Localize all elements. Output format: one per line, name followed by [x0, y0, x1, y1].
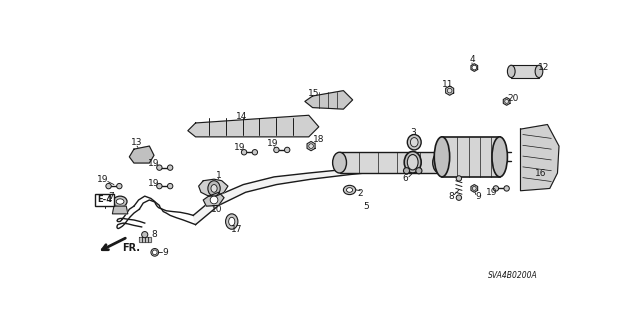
Circle shape [456, 176, 461, 181]
Text: 19: 19 [267, 139, 278, 148]
Ellipse shape [407, 154, 418, 170]
Text: SVA4B0200A: SVA4B0200A [488, 271, 538, 280]
Circle shape [168, 165, 173, 170]
Polygon shape [307, 141, 315, 151]
Text: 8: 8 [449, 192, 454, 201]
Polygon shape [141, 237, 145, 241]
Circle shape [151, 249, 159, 256]
Circle shape [157, 183, 162, 189]
Ellipse shape [211, 185, 217, 192]
Ellipse shape [116, 199, 124, 204]
Bar [442, 137, 500, 177]
Circle shape [447, 88, 452, 93]
Text: FR.: FR. [122, 243, 140, 253]
Polygon shape [139, 237, 141, 241]
Ellipse shape [407, 135, 421, 150]
Text: E-4: E-4 [97, 196, 112, 204]
Polygon shape [188, 115, 319, 137]
Polygon shape [145, 237, 148, 241]
Text: 7: 7 [108, 192, 114, 201]
Bar [340, 152, 440, 173]
Ellipse shape [492, 137, 508, 177]
Circle shape [241, 150, 247, 155]
Text: 9: 9 [476, 192, 481, 201]
Polygon shape [204, 192, 224, 206]
Text: 18: 18 [313, 136, 324, 145]
Polygon shape [503, 98, 510, 105]
Circle shape [168, 183, 173, 189]
Ellipse shape [508, 65, 515, 78]
Text: 20: 20 [507, 94, 518, 103]
Text: 11: 11 [442, 80, 454, 89]
Circle shape [472, 187, 476, 190]
Text: 9: 9 [162, 248, 168, 257]
Circle shape [472, 65, 477, 70]
Polygon shape [520, 124, 559, 191]
Polygon shape [471, 64, 477, 71]
Ellipse shape [346, 188, 353, 192]
Circle shape [252, 150, 257, 155]
Polygon shape [305, 91, 353, 109]
Ellipse shape [410, 137, 418, 147]
Circle shape [416, 168, 422, 174]
Text: 6: 6 [402, 174, 408, 183]
Text: 14: 14 [236, 112, 248, 121]
Ellipse shape [435, 137, 450, 177]
Polygon shape [113, 206, 128, 214]
Ellipse shape [225, 214, 238, 229]
Ellipse shape [344, 185, 356, 195]
Text: 13: 13 [131, 138, 143, 147]
Polygon shape [471, 185, 477, 192]
Circle shape [403, 168, 410, 174]
Text: 19: 19 [148, 179, 160, 188]
Text: 19: 19 [486, 188, 498, 197]
Polygon shape [193, 158, 495, 225]
Text: 3: 3 [410, 128, 415, 137]
Polygon shape [198, 179, 228, 196]
Text: 16: 16 [535, 168, 547, 178]
Text: 12: 12 [538, 63, 549, 72]
Circle shape [308, 144, 314, 148]
Text: 8: 8 [151, 230, 157, 239]
Text: 4: 4 [469, 55, 475, 64]
Ellipse shape [433, 152, 447, 173]
Polygon shape [445, 86, 454, 95]
Ellipse shape [228, 217, 235, 226]
Text: 1: 1 [216, 171, 221, 180]
Text: 19: 19 [234, 143, 245, 152]
Polygon shape [129, 146, 154, 163]
Text: 10: 10 [211, 205, 223, 214]
Ellipse shape [535, 65, 543, 78]
Circle shape [157, 165, 162, 170]
Text: 19: 19 [97, 175, 109, 184]
Circle shape [106, 183, 111, 189]
Ellipse shape [404, 152, 421, 173]
Circle shape [210, 196, 218, 204]
Text: 17: 17 [232, 225, 243, 234]
Circle shape [472, 66, 476, 70]
Ellipse shape [333, 152, 346, 173]
Circle shape [505, 100, 509, 103]
Circle shape [504, 186, 509, 191]
Polygon shape [148, 237, 151, 241]
Circle shape [493, 186, 499, 191]
Text: 19: 19 [148, 159, 160, 167]
Text: 5: 5 [364, 202, 369, 211]
Circle shape [456, 195, 461, 200]
Bar [511, 65, 539, 78]
Circle shape [274, 147, 279, 152]
Circle shape [152, 250, 157, 255]
Circle shape [141, 232, 148, 238]
Text: 15: 15 [308, 89, 320, 98]
Text: 2: 2 [358, 189, 363, 198]
Ellipse shape [208, 181, 220, 196]
Circle shape [285, 147, 290, 152]
Circle shape [116, 183, 122, 189]
Ellipse shape [113, 196, 127, 207]
